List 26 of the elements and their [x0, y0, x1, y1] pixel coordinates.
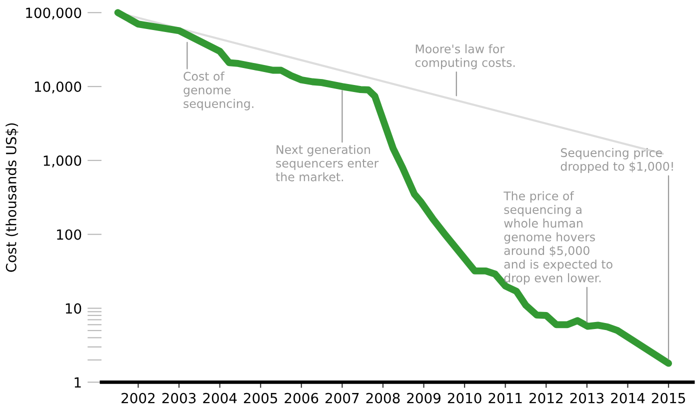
- annotation: Sequencing price dropped to $1,000!: [560, 148, 673, 174]
- x-tick-label: 2014: [611, 392, 645, 404]
- x-tick-label: 2012: [529, 392, 562, 404]
- y-tick-label: 10: [66, 303, 82, 314]
- x-tick-label: 2006: [284, 392, 318, 404]
- x-tick-label: 2002: [122, 392, 154, 404]
- annotation: Cost of genome sequencing.: [184, 72, 254, 110]
- x-tick-label: 2010: [448, 392, 482, 404]
- x-tick-label: 2013: [570, 392, 604, 404]
- x-tick-label: 2007: [326, 392, 359, 404]
- y-tick-label: 1,000: [44, 155, 82, 168]
- x-tick-label: 2011: [488, 392, 522, 404]
- y-tick-label: 10,000: [34, 81, 82, 94]
- y-tick-label: 1: [74, 377, 81, 388]
- x-tick-label: 2005: [244, 392, 278, 404]
- x-tick-label: 2008: [366, 392, 400, 404]
- x-tick-label: 2003: [162, 392, 196, 404]
- annotation: The price of sequencing a whole human genome hovers around $5,000 and is expected to drop even lower.: [504, 191, 612, 285]
- x-tick-label: 2009: [407, 392, 440, 404]
- x-tick-label: 2004: [203, 392, 237, 404]
- y-tick-label: 100: [57, 229, 82, 240]
- annotation: Moore's law for computing costs.: [415, 44, 515, 70]
- x-tick-label: 2015: [652, 392, 685, 404]
- y-tick-label: 100,000: [26, 8, 82, 20]
- y-axis-title: Cost (thousands US$): [6, 123, 18, 272]
- annotation: Next generation sequencers enter the market.: [276, 144, 379, 182]
